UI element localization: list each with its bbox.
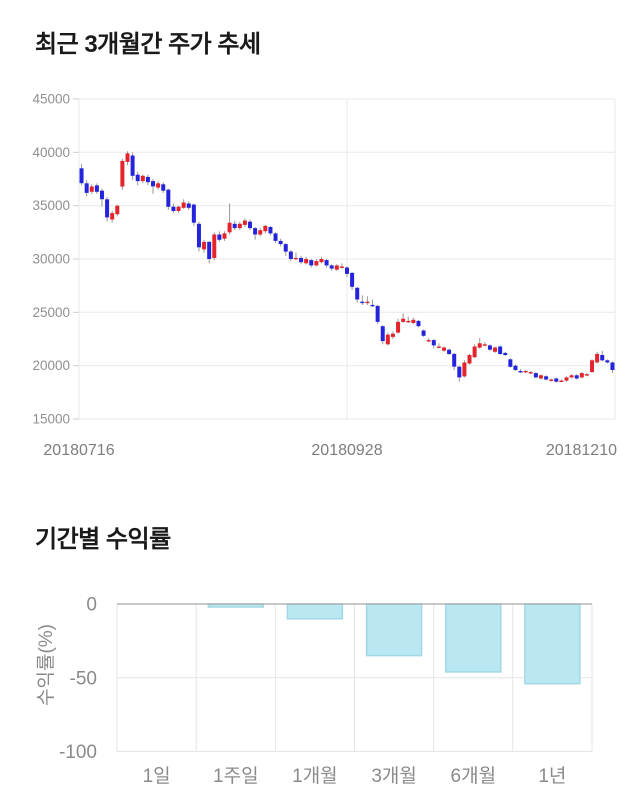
svg-text:0: 0 [86,595,97,616]
price-grid [73,98,616,420]
returns-axis-labels: 0 -50 -100 1일 1주일 1개월 3개월 6개월 1년 수익률(%) [35,595,566,788]
svg-text:-100: -100 [59,742,97,763]
svg-text:20181210: 20181210 [546,442,617,459]
svg-text:1주일: 1주일 [213,765,259,787]
svg-text:6개월: 6개월 [451,765,497,787]
svg-text:35000: 35000 [32,198,70,213]
candle-bodies [79,153,615,382]
svg-text:45000: 45000 [32,92,70,107]
price-chart-title: 최근 3개월간 주가 추세 [35,31,261,58]
svg-text:20000: 20000 [32,358,70,373]
svg-text:15000: 15000 [32,412,70,427]
bar [445,603,502,673]
returns-bar-chart: 0 -50 -100 1일 1주일 1개월 3개월 6개월 1년 수익률(%) [35,595,593,788]
svg-text:수익률(%): 수익률(%) [35,624,57,706]
bar [524,603,581,685]
svg-text:1개월: 1개월 [292,765,338,787]
svg-text:-50: -50 [70,668,97,689]
bar [286,603,344,620]
svg-text:1년: 1년 [538,765,566,787]
returns-bars [207,603,581,685]
svg-text:30000: 30000 [32,252,70,267]
svg-text:25000: 25000 [32,305,70,320]
svg-text:3개월: 3개월 [371,765,417,787]
price-axis-labels: 45000 40000 35000 30000 25000 20000 15000 20180… [32,92,617,460]
bar [365,603,423,657]
price-candlestick-chart: 45000 40000 35000 30000 25000 20000 15000 20180… [32,92,617,460]
returns-chart-title: 기간별 수익률 [35,526,171,553]
returns-grid [116,604,593,752]
svg-text:1일: 1일 [143,765,171,787]
svg-text:20180716: 20180716 [43,442,114,459]
svg-text:20180928: 20180928 [311,442,382,459]
svg-text:40000: 40000 [32,145,70,160]
